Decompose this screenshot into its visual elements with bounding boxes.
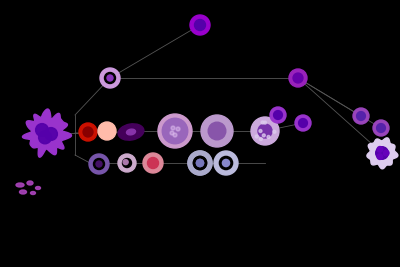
Circle shape	[173, 133, 177, 137]
Circle shape	[383, 150, 389, 156]
Circle shape	[357, 112, 366, 120]
Circle shape	[377, 124, 385, 132]
Circle shape	[251, 117, 279, 145]
Circle shape	[158, 114, 192, 148]
Circle shape	[293, 73, 303, 83]
Circle shape	[162, 118, 188, 144]
Circle shape	[273, 130, 276, 133]
Circle shape	[196, 159, 204, 167]
Circle shape	[298, 119, 307, 127]
Circle shape	[261, 121, 264, 124]
Circle shape	[295, 115, 311, 131]
Circle shape	[376, 147, 388, 159]
Ellipse shape	[20, 190, 26, 194]
Ellipse shape	[27, 181, 33, 185]
Circle shape	[377, 154, 383, 159]
Circle shape	[94, 159, 104, 170]
Circle shape	[36, 124, 48, 136]
Circle shape	[289, 69, 307, 87]
Circle shape	[267, 135, 270, 139]
Circle shape	[222, 159, 230, 167]
Circle shape	[219, 156, 233, 170]
Circle shape	[373, 120, 389, 136]
Ellipse shape	[16, 183, 24, 187]
Circle shape	[194, 19, 206, 30]
Circle shape	[148, 158, 158, 168]
Ellipse shape	[126, 129, 136, 135]
Circle shape	[196, 159, 204, 167]
Ellipse shape	[118, 124, 144, 140]
Circle shape	[259, 138, 262, 140]
Circle shape	[107, 75, 113, 81]
Circle shape	[45, 128, 58, 140]
Circle shape	[262, 134, 265, 137]
Circle shape	[100, 68, 120, 88]
Circle shape	[170, 131, 174, 135]
Circle shape	[123, 160, 128, 165]
Circle shape	[98, 122, 116, 140]
Circle shape	[258, 124, 272, 138]
Circle shape	[96, 161, 102, 167]
Circle shape	[171, 126, 175, 130]
Circle shape	[190, 15, 210, 35]
Circle shape	[264, 121, 266, 124]
Circle shape	[270, 107, 286, 123]
Circle shape	[274, 111, 282, 119]
Ellipse shape	[30, 191, 36, 194]
Circle shape	[176, 127, 180, 131]
Polygon shape	[367, 138, 398, 169]
Circle shape	[214, 151, 238, 175]
Circle shape	[255, 135, 258, 138]
Circle shape	[104, 73, 116, 84]
Circle shape	[188, 151, 212, 175]
Circle shape	[353, 108, 369, 124]
Ellipse shape	[36, 187, 40, 190]
Polygon shape	[22, 109, 72, 157]
Circle shape	[89, 154, 109, 174]
Circle shape	[194, 156, 207, 170]
Circle shape	[143, 153, 163, 173]
Circle shape	[79, 123, 97, 141]
Circle shape	[38, 131, 51, 144]
Circle shape	[201, 115, 233, 147]
Circle shape	[122, 159, 132, 167]
Circle shape	[194, 156, 207, 170]
Circle shape	[188, 151, 212, 175]
Circle shape	[208, 122, 226, 140]
Circle shape	[83, 127, 93, 137]
Circle shape	[377, 147, 383, 152]
Circle shape	[118, 154, 136, 172]
Circle shape	[259, 129, 262, 132]
